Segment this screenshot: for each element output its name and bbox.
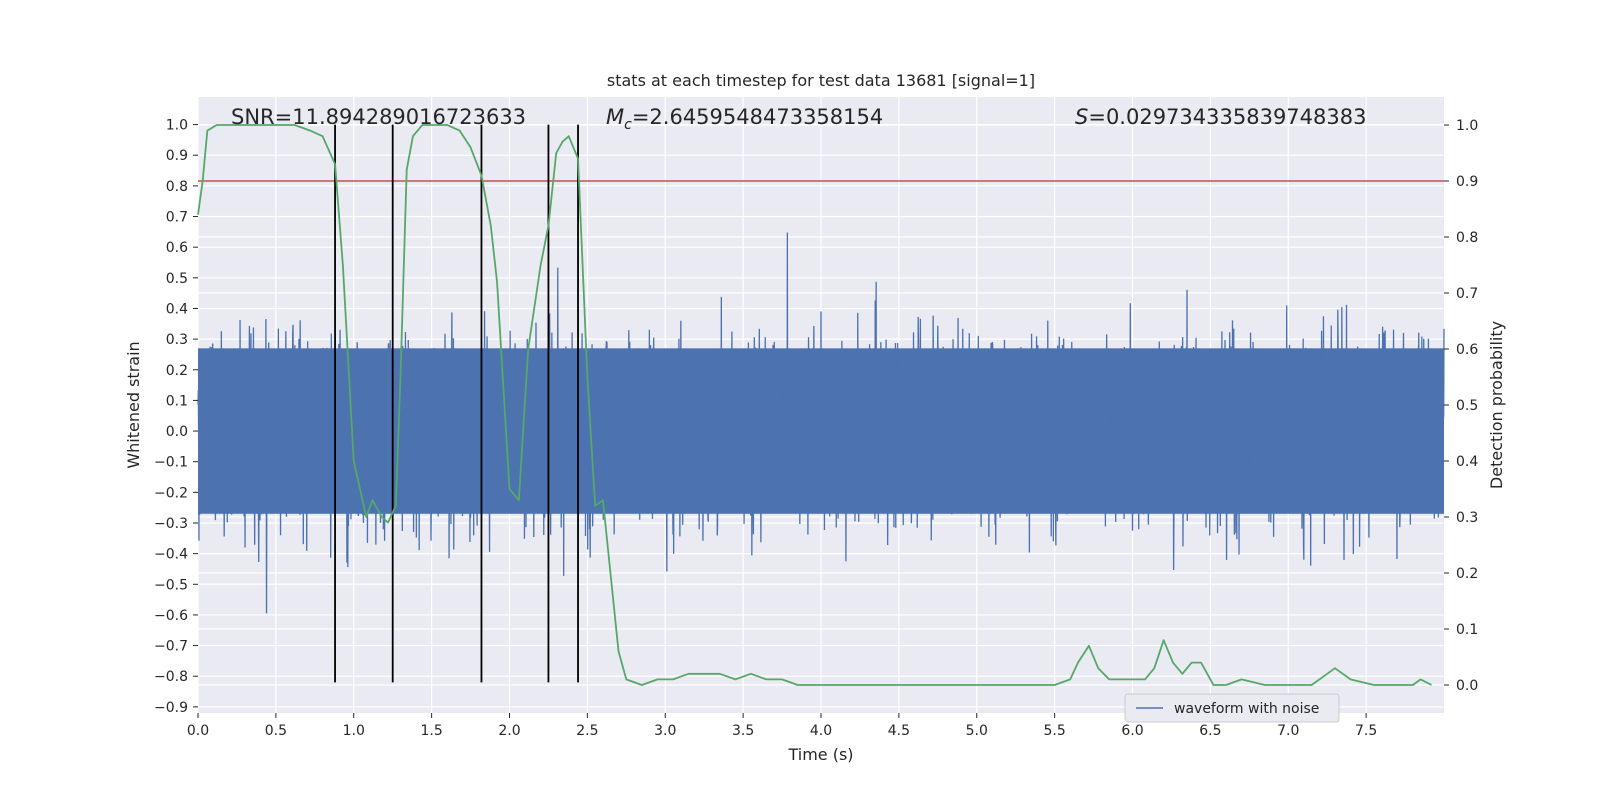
waveform-line xyxy=(197,232,1445,614)
detection-probability-line xyxy=(197,124,1432,686)
chirp-mass-annotation: Mc=2.6459548473358154 xyxy=(606,105,883,133)
y-right-tick-label: 0.6 xyxy=(1456,342,1478,358)
y-right-tick-label: 0.4 xyxy=(1456,454,1478,470)
x-tick-label: 2.5 xyxy=(576,723,598,739)
x-tick-label: 7.0 xyxy=(1277,723,1299,739)
x-tick-label: 6.5 xyxy=(1199,723,1221,739)
s-annotation: S=0.029734335839748383 xyxy=(1075,105,1366,129)
y-left-tick-label: −0.6 xyxy=(154,608,188,624)
chart-title: stats at each timestep for test data 136… xyxy=(607,71,1035,90)
y-left-tick-label: 0.7 xyxy=(166,210,188,226)
legend-label-waveform: waveform with noise xyxy=(1174,701,1319,717)
x-tick-label: 0.0 xyxy=(187,723,209,739)
y-axis-right-label: Detection probability xyxy=(1487,321,1506,489)
x-tick-label: 3.5 xyxy=(732,723,754,739)
x-tick-label: 3.0 xyxy=(654,723,676,739)
y-left-tick-label: −0.8 xyxy=(154,669,188,685)
y-left-tick-label: 1.0 xyxy=(166,118,188,134)
y-right-tick-label: 0.5 xyxy=(1456,398,1478,414)
y-right-tick-label: 0.8 xyxy=(1456,230,1478,246)
annotations: SNR=11.894289016723633 Mc=2.645954847335… xyxy=(231,105,1366,133)
s-symbol: S xyxy=(1075,105,1088,129)
x-tick-label: 5.0 xyxy=(966,723,988,739)
y-left-tick-label: 0.9 xyxy=(166,148,188,164)
x-tick-label: 0.5 xyxy=(265,723,287,739)
x-tick-label: 4.0 xyxy=(810,723,832,739)
y-right-tick-label: 1.0 xyxy=(1456,118,1478,134)
x-tick-label: 1.5 xyxy=(420,723,442,739)
legend: waveform with noise xyxy=(1124,693,1340,723)
axes: 0.0 0.5 1.0 1.5 2.0 2.5 3.0 3.5 4.0 4.5 5.0 5.5 6.0 6… xyxy=(154,118,1478,739)
x-tick-label: 6.0 xyxy=(1121,723,1143,739)
y-right-tick-label: 0.2 xyxy=(1456,566,1478,582)
snr-annotation: SNR=11.894289016723633 xyxy=(231,105,526,129)
y-left-tick-label: −0.9 xyxy=(154,700,188,716)
y-left-tick-label: −0.2 xyxy=(154,485,188,501)
y-right-tick-label: 0.7 xyxy=(1456,286,1478,302)
x-tick-label: 5.5 xyxy=(1043,723,1065,739)
y-left-tick-label: −0.4 xyxy=(154,547,188,563)
mc-value: =2.6459548473358154 xyxy=(632,105,883,129)
y-left-tick-label: 0.0 xyxy=(166,424,188,440)
s-value: =0.029734335839748383 xyxy=(1088,105,1366,129)
y-right-tick-label: 0.0 xyxy=(1456,678,1478,694)
y-left-tick-label: 0.5 xyxy=(166,271,188,287)
y-right-tick-label: 0.1 xyxy=(1456,622,1478,638)
y-left-tick-label: 0.2 xyxy=(166,363,188,379)
y-axis-left-label: Whitened strain xyxy=(124,341,143,468)
y-left-tick-label: 0.6 xyxy=(166,240,188,256)
mc-symbol: M xyxy=(606,105,624,129)
detection-probability-series xyxy=(197,124,1432,686)
y-left-tick-label: 0.8 xyxy=(166,179,188,195)
x-axis-label: Time (s) xyxy=(787,745,853,764)
x-tick-label: 7.5 xyxy=(1355,723,1377,739)
y-right-tick-label: 0.3 xyxy=(1456,510,1478,526)
legend-box xyxy=(1124,693,1340,723)
x-tick-label: 2.0 xyxy=(498,723,520,739)
y-left-tick-label: −0.1 xyxy=(154,455,188,471)
y-left-tick-label: 0.4 xyxy=(166,301,188,317)
x-tick-label: 4.5 xyxy=(888,723,910,739)
y-left-tick-label: −0.7 xyxy=(154,639,188,655)
x-tick-label: 1.0 xyxy=(343,723,365,739)
y-left-tick-label: 0.1 xyxy=(166,393,188,409)
waveform-with-noise-series xyxy=(197,232,1445,614)
mc-subscript: c xyxy=(624,117,632,133)
y-left-tick-label: 0.3 xyxy=(166,332,188,348)
y-left-tick-label: −0.3 xyxy=(154,516,188,532)
y-left-tick-label: −0.5 xyxy=(154,577,188,593)
y-right-tick-label: 0.9 xyxy=(1456,174,1478,190)
